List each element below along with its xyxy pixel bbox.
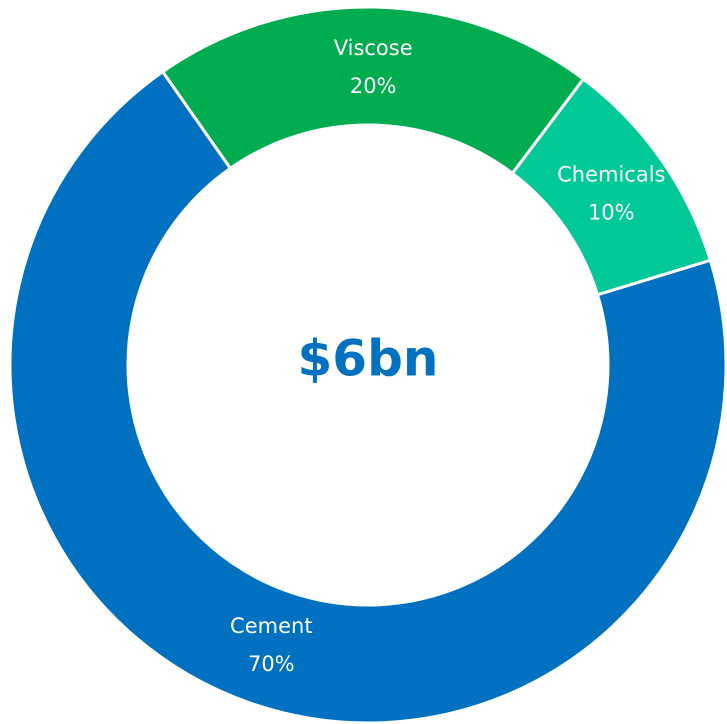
slice-value-label: 20% — [350, 74, 397, 98]
slice — [8, 69, 727, 724]
center-label: $6bn — [298, 330, 439, 388]
labels: Viscose 20% Chemicals 10% Cement 70% — [230, 36, 665, 676]
slice-value-label: 10% — [588, 201, 635, 225]
slice-value-label: 70% — [248, 652, 295, 676]
slice-category: Viscose — [334, 36, 413, 60]
slice-category: Chemicals — [557, 163, 665, 187]
slice — [160, 5, 586, 176]
slice-category: Cement — [230, 614, 313, 638]
slices — [8, 5, 727, 724]
